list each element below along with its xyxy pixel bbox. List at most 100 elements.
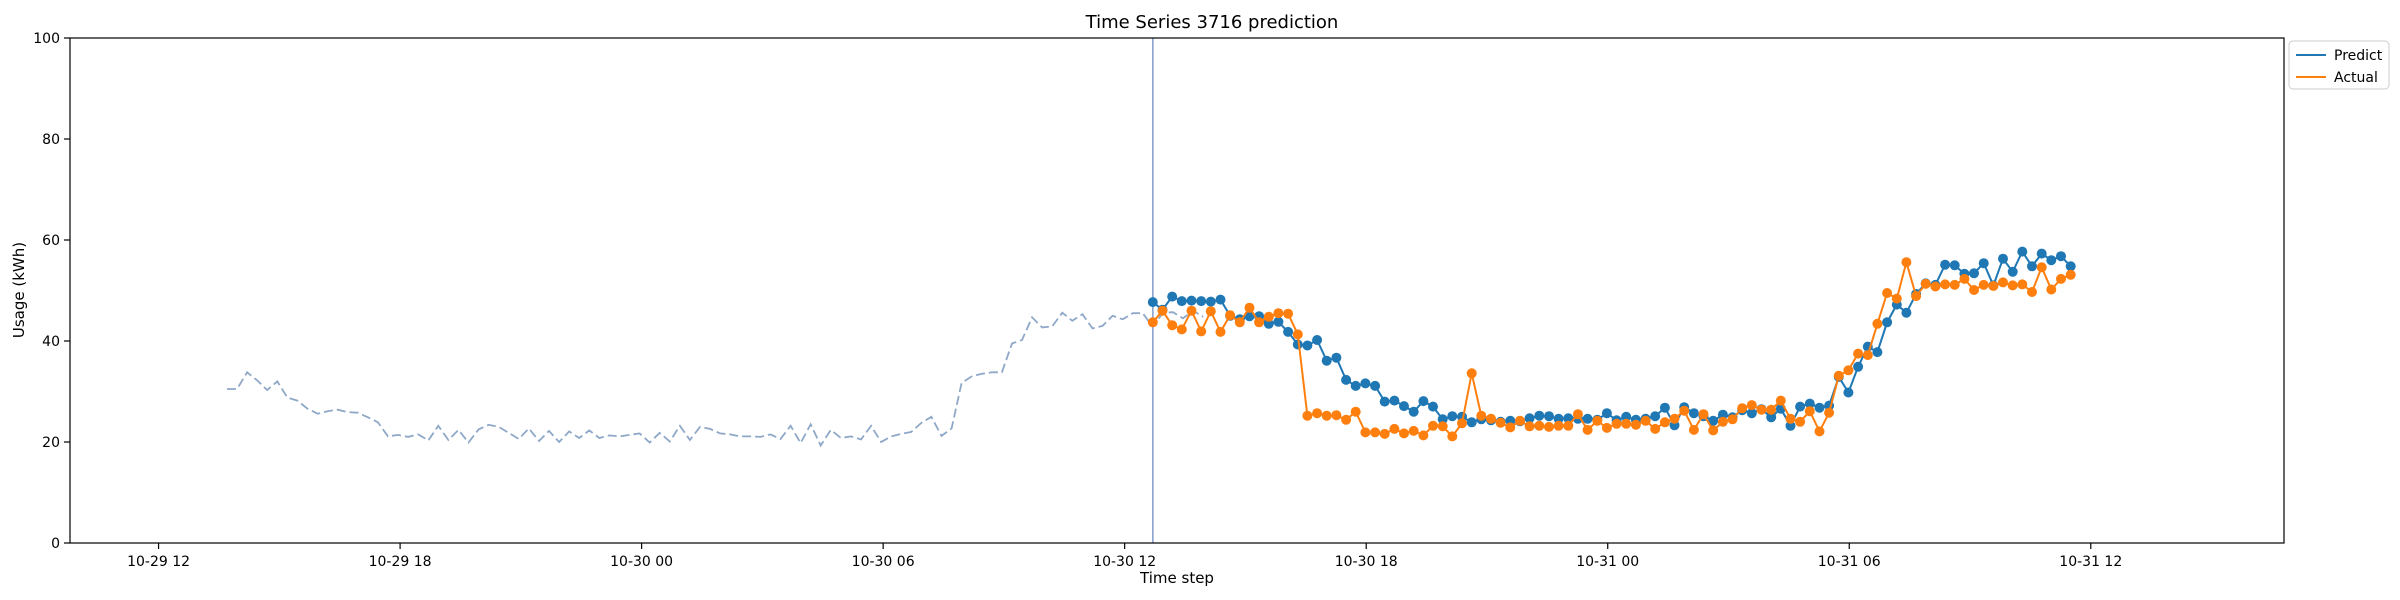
data-point-actual — [1331, 410, 1342, 421]
data-point-actual — [1804, 406, 1815, 417]
data-point-predict — [1882, 317, 1893, 328]
data-point-actual — [1379, 428, 1390, 439]
data-point-actual — [1746, 400, 1757, 411]
data-point-predict — [1601, 408, 1612, 419]
data-point-actual — [1389, 423, 1400, 434]
data-point-actual — [1901, 257, 1912, 268]
data-point-actual — [1447, 431, 1458, 442]
data-point-actual — [1659, 417, 1670, 428]
data-point-actual — [1466, 368, 1477, 379]
data-point-actual — [1495, 417, 1506, 428]
data-point-actual — [1872, 318, 1883, 329]
data-point-actual — [1157, 305, 1168, 316]
data-point-predict — [2027, 261, 2037, 272]
data-point-actual — [1186, 305, 1197, 316]
data-point-actual — [1959, 273, 1970, 284]
data-point-predict — [1949, 260, 1960, 271]
data-point-predict — [2017, 246, 2028, 257]
data-point-predict — [1795, 401, 1806, 412]
data-point-predict — [1534, 410, 1545, 421]
data-point-predict — [1553, 413, 1564, 424]
data-point-actual — [1292, 329, 1303, 340]
data-point-predict — [1389, 395, 1400, 406]
data-point-actual — [1437, 421, 1448, 432]
x-tick-label: 10-30 12 — [1093, 554, 1156, 570]
data-point-predict — [1408, 406, 1419, 417]
data-point-predict — [1998, 253, 2008, 264]
data-point-predict — [1360, 378, 1371, 389]
data-point-actual — [1630, 419, 1641, 430]
data-point-predict — [2046, 255, 2057, 266]
data-point-actual — [1321, 410, 1332, 421]
data-point-predict — [1969, 268, 1979, 279]
data-point-actual — [1862, 350, 1873, 361]
data-point-predict — [2007, 266, 2018, 277]
data-point-predict — [1302, 340, 1313, 351]
y-tick-label: 20 — [42, 435, 60, 451]
data-point-actual — [1737, 403, 1748, 414]
series-predict — [1147, 246, 2076, 431]
data-point-predict — [1843, 387, 1854, 398]
data-point-predict — [1350, 380, 1361, 391]
data-point-predict — [1621, 411, 1632, 422]
data-point-predict — [1370, 380, 1381, 391]
data-point-predict — [1312, 335, 1323, 345]
data-point-predict — [1766, 412, 1777, 423]
data-point-predict — [1853, 361, 1864, 372]
x-tick-label: 10-31 06 — [1818, 554, 1881, 570]
data-point-actual — [1698, 409, 1709, 420]
data-point-actual — [1563, 420, 1574, 431]
data-point-actual — [1853, 348, 1864, 359]
data-point-actual — [1273, 308, 1284, 319]
data-point-actual — [1978, 279, 1989, 290]
data-point-predict — [1186, 295, 1197, 306]
data-point-actual — [1167, 320, 1178, 331]
data-point-predict — [1746, 408, 1757, 419]
data-point-predict — [1341, 374, 1352, 385]
plot-frame — [69, 37, 2285, 544]
data-point-actual — [1428, 420, 1438, 431]
data-point-actual — [1795, 416, 1806, 427]
data-point-predict — [1804, 398, 1815, 409]
x-axis-label: Time step — [1139, 569, 1214, 587]
data-point-actual — [1312, 408, 1323, 419]
y-tick-label: 100 — [33, 31, 60, 47]
data-point-predict — [1379, 396, 1390, 407]
data-point-actual — [2027, 287, 2037, 297]
data-point-predict — [1582, 413, 1593, 424]
data-point-actual — [1775, 395, 1786, 406]
data-point-actual — [2036, 262, 2047, 273]
data-point-actual — [1969, 285, 1979, 295]
x-tick-label: 10-29 18 — [369, 554, 432, 570]
data-point-actual — [1486, 413, 1496, 424]
data-point-predict — [1167, 291, 1178, 302]
data-point-predict — [1292, 339, 1303, 350]
data-point-predict — [1283, 326, 1294, 337]
data-point-actual — [1688, 424, 1699, 435]
data-point-predict — [1331, 352, 1342, 363]
x-axis: 10-29 12 10-29 18 10-30 00 10-30 06 10-30 12… — [127, 543, 2122, 570]
data-point-predict — [1901, 307, 1912, 318]
data-point-actual — [1669, 413, 1680, 424]
data-point-predict — [1650, 411, 1661, 422]
data-point-actual — [1592, 415, 1603, 426]
data-point-actual — [1814, 426, 1825, 437]
data-point-actual — [2046, 284, 2057, 295]
data-point-predict — [1244, 311, 1255, 322]
data-point-predict — [2056, 251, 2066, 262]
data-point-actual — [1370, 427, 1381, 438]
data-point-actual — [1611, 418, 1622, 429]
data-point-actual — [1205, 306, 1216, 317]
data-point-actual — [1553, 420, 1564, 431]
data-point-actual — [1766, 404, 1777, 415]
data-point-actual — [1949, 279, 1960, 290]
data-point-actual — [1457, 418, 1467, 429]
x-tick-label: 10-30 06 — [852, 554, 915, 570]
data-point-actual — [1920, 278, 1931, 289]
data-point-actual — [1785, 413, 1796, 424]
data-point-predict — [1418, 396, 1429, 407]
data-point-predict — [2065, 261, 2076, 272]
data-point-actual — [1930, 281, 1941, 292]
data-point-actual — [1408, 425, 1419, 436]
data-point-actual — [1283, 308, 1294, 319]
